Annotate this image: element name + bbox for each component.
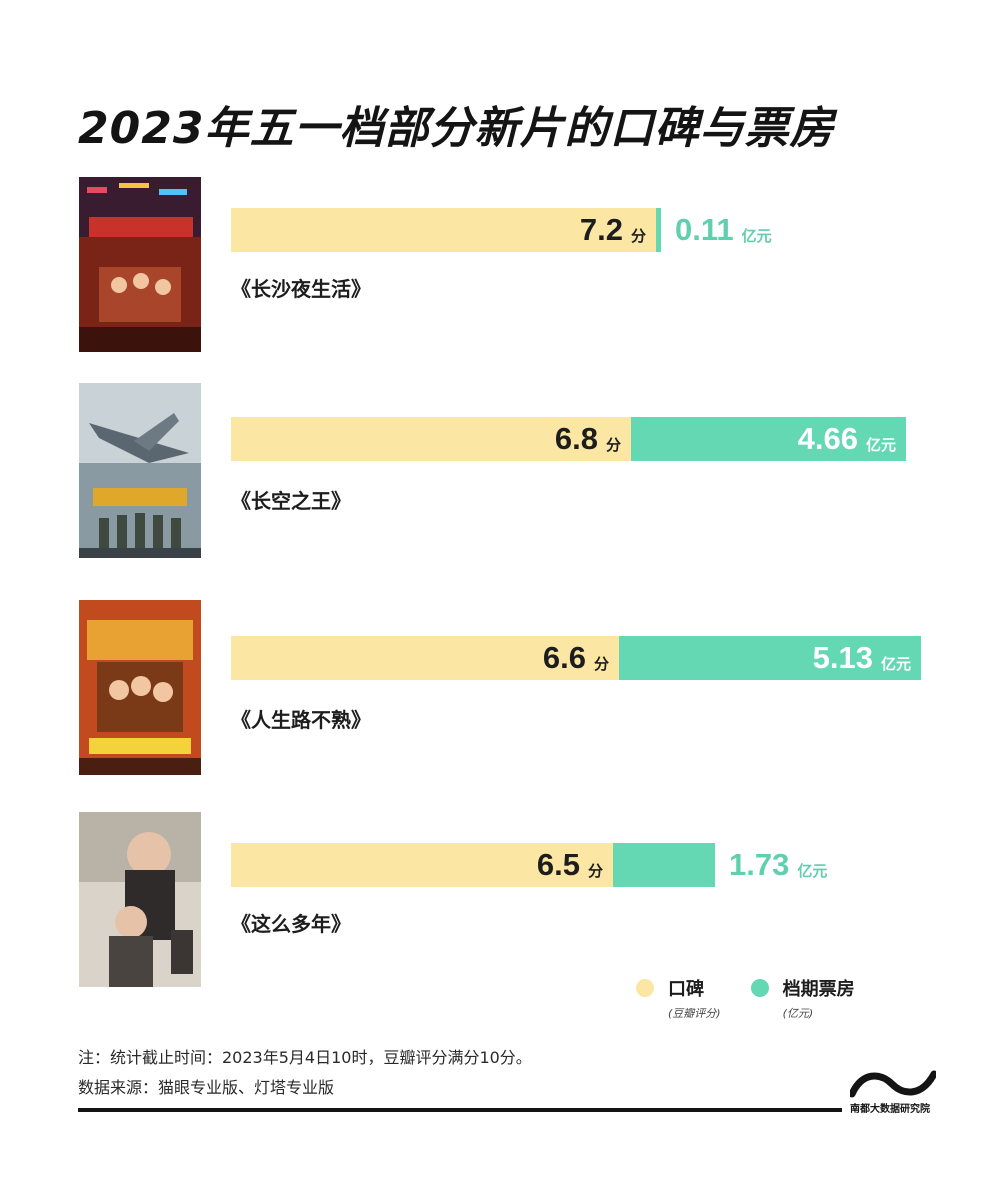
movie-title: 《这么多年》 [231, 912, 351, 936]
score-unit: 分 [593, 654, 609, 673]
legend: 口碑 (豆瓣评分) 档期票房 (亿元) [636, 975, 855, 1021]
legend-sublabel: (亿元) [782, 1007, 814, 1020]
score-value: 6.5 [536, 847, 580, 882]
score-value: 7.2 [579, 212, 623, 247]
bar-track: 7.2 分 0.11 亿元 [231, 208, 931, 252]
movie-row: 6.5 分 1.73 亿元 《这么多年》 [0, 812, 1000, 1002]
poster-so-many-years [79, 812, 201, 987]
score-bar: 7.2 分 [231, 208, 656, 252]
box-office-unit: 亿元 [880, 654, 911, 673]
poster-godspeed [79, 600, 201, 775]
logo-text: 南都大数据研究院 [850, 1104, 930, 1115]
score-value: 6.6 [542, 640, 586, 675]
bar-track: 6.8 分 4.66 亿元 [231, 417, 931, 461]
score-value: 6.8 [554, 421, 598, 456]
box-office-value: 1.73 [729, 847, 790, 882]
legend-label: 口碑 [668, 979, 704, 1000]
score-unit: 分 [630, 226, 646, 245]
box-office-unit: 亿元 [797, 861, 828, 880]
legend-item-box-office: 档期票房 (亿元) [750, 975, 855, 1021]
box-office-unit: 亿元 [865, 435, 896, 454]
box-office-label: 1.73 亿元 [729, 843, 827, 887]
logo-wave-icon [850, 1070, 936, 1098]
score-bar: 6.6 分 [231, 636, 619, 680]
score-unit: 分 [587, 861, 603, 880]
box-office-bar [656, 208, 661, 252]
poster-born-to-fly [79, 383, 201, 558]
footnotes: 注：统计截止时间：2023年5月4日10时，豆瓣评分满分10分。 数据来源：猫眼… [78, 1043, 532, 1103]
footer-divider [78, 1108, 842, 1112]
bar-track: 6.5 分 1.73 亿元 [231, 843, 931, 887]
legend-dot-score [636, 979, 654, 997]
movie-title: 《长空之王》 [231, 489, 351, 513]
bar-track: 6.6 分 5.13 亿元 [231, 636, 931, 680]
legend-item-score: 口碑 (豆瓣评分) [636, 975, 721, 1021]
movie-title: 《长沙夜生活》 [231, 277, 371, 301]
legend-dot-box-office [750, 979, 769, 997]
poster-changsha-night-life [79, 177, 201, 352]
movie-row: 7.2 分 0.11 亿元 《长沙夜生活》 [0, 177, 1000, 367]
box-office-value: 5.13 [812, 640, 873, 675]
note-line: 注：统计截止时间：2023年5月4日10时，豆瓣评分满分10分。 [78, 1048, 532, 1067]
logo: 南都大数据研究院 [850, 1068, 936, 1115]
box-office-bar: 4.66 亿元 [631, 417, 906, 461]
legend-label: 档期票房 [782, 979, 855, 1000]
legend-sublabel: (豆瓣评分) [668, 1007, 721, 1020]
source-line: 数据来源：猫眼专业版、灯塔专业版 [78, 1078, 335, 1097]
box-office-unit: 亿元 [741, 226, 772, 245]
score-unit: 分 [605, 435, 621, 454]
box-office-value: 4.66 [797, 421, 858, 456]
page-title: 2023年五一档部分新片的口碑与票房 [78, 103, 835, 154]
movie-row: 6.6 分 5.13 亿元 《人生路不熟》 [0, 600, 1000, 790]
score-bar: 6.5 分 [231, 843, 613, 887]
box-office-bar [613, 843, 715, 887]
box-office-bar: 5.13 亿元 [619, 636, 921, 680]
movie-row: 6.8 分 4.66 亿元 《长空之王》 [0, 383, 1000, 573]
box-office-value: 0.11 [675, 212, 734, 247]
box-office-label: 0.11 亿元 [675, 208, 772, 252]
score-bar: 6.8 分 [231, 417, 631, 461]
movie-title: 《人生路不熟》 [231, 708, 371, 732]
